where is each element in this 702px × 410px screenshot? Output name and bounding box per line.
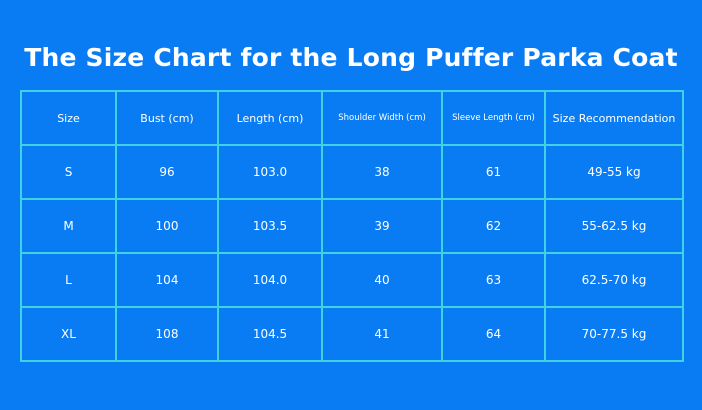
- header-shoulder-width: Shoulder Width (cm): [321, 90, 443, 146]
- page-title: The Size Chart for the Long Puffer Parka…: [24, 43, 678, 72]
- table-header-row: Size Bust (cm) Length (cm) Shoulder Widt…: [20, 90, 684, 146]
- header-size: Size: [20, 90, 117, 146]
- table-row: S 96 103.0 38 61 49-55 kg: [20, 144, 684, 200]
- cell-sleeve-length: 63: [441, 252, 546, 308]
- cell-bust: 100: [115, 198, 219, 254]
- table-row: XL 108 104.5 41 64 70-77.5 kg: [20, 306, 684, 362]
- cell-sleeve-length: 62: [441, 198, 546, 254]
- cell-bust: 108: [115, 306, 219, 362]
- cell-size: M: [20, 198, 117, 254]
- cell-shoulder-width: 40: [321, 252, 443, 308]
- cell-size: S: [20, 144, 117, 200]
- header-sleeve-length: Sleeve Length (cm): [441, 90, 546, 146]
- cell-shoulder-width: 39: [321, 198, 443, 254]
- cell-size-recommendation: 55-62.5 kg: [544, 198, 684, 254]
- cell-length: 103.0: [217, 144, 323, 200]
- cell-shoulder-width: 41: [321, 306, 443, 362]
- cell-length: 104.0: [217, 252, 323, 308]
- cell-bust: 96: [115, 144, 219, 200]
- cell-sleeve-length: 64: [441, 306, 546, 362]
- cell-size-recommendation: 62.5-70 kg: [544, 252, 684, 308]
- cell-size-recommendation: 70-77.5 kg: [544, 306, 684, 362]
- table-row: M 100 103.5 39 62 55-62.5 kg: [20, 198, 684, 254]
- cell-size-recommendation: 49-55 kg: [544, 144, 684, 200]
- header-size-recommendation: Size Recommendation: [544, 90, 684, 146]
- cell-length: 104.5: [217, 306, 323, 362]
- header-bust: Bust (cm): [115, 90, 219, 146]
- cell-size: XL: [20, 306, 117, 362]
- cell-length: 103.5: [217, 198, 323, 254]
- header-length: Length (cm): [217, 90, 323, 146]
- cell-sleeve-length: 61: [441, 144, 546, 200]
- cell-size: L: [20, 252, 117, 308]
- cell-bust: 104: [115, 252, 219, 308]
- size-chart-table: Size Bust (cm) Length (cm) Shoulder Widt…: [20, 90, 684, 362]
- table-row: L 104 104.0 40 63 62.5-70 kg: [20, 252, 684, 308]
- cell-shoulder-width: 38: [321, 144, 443, 200]
